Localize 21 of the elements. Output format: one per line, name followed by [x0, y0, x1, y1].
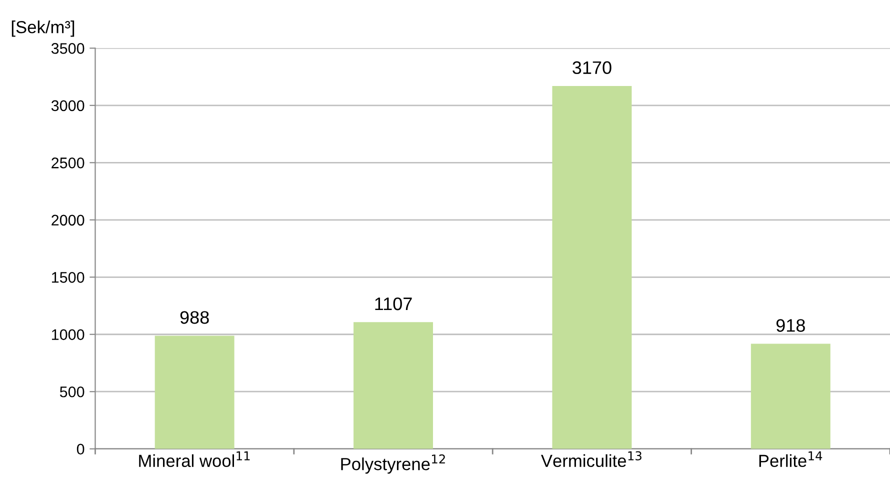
bar	[552, 86, 632, 449]
y-tick-label: 3500	[51, 43, 84, 54]
y-tick-label: 2000	[52, 214, 84, 226]
data-label: 3170	[572, 61, 612, 74]
y-tick-label: 0	[76, 444, 84, 455]
y-tick-label: 1500	[52, 272, 84, 283]
bar	[154, 336, 234, 449]
y-tick-label: 500	[60, 386, 84, 398]
x-tick-label: Vermiculite$^{13}$	[540, 451, 642, 468]
data-label: 918	[776, 319, 805, 332]
y-axis-title: [Sek/m³]	[12, 20, 74, 37]
bar	[354, 322, 434, 449]
x-tick-label: Perlite$^{14}$	[759, 451, 822, 468]
bar	[750, 344, 830, 449]
data-label: 988	[180, 311, 209, 324]
x-tick-label: Polystyrene$^{12}$	[341, 454, 445, 474]
y-tick-label: 1000	[52, 329, 84, 340]
y-tick-label: 3000	[51, 100, 84, 112]
data-label: 1107	[375, 297, 412, 310]
y-tick-label: 2500	[52, 158, 84, 168]
x-tick-label: Mineral wool$^{11}$	[139, 451, 250, 468]
